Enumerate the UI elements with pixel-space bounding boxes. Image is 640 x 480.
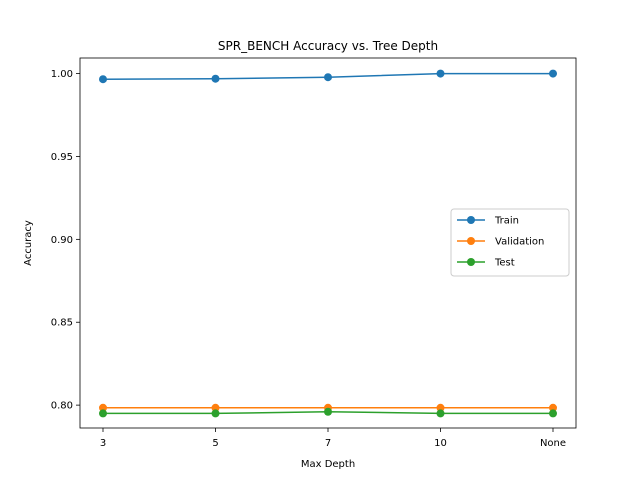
data-point-validation <box>99 403 107 412</box>
y-tick-label: 0.85 <box>51 318 73 329</box>
y-axis-label: Accuracy <box>23 220 34 266</box>
plot-area <box>99 69 557 418</box>
data-point-test <box>436 409 445 418</box>
chart-title: SPR_BENCH Accuracy vs. Tree Depth <box>218 39 438 53</box>
y-tick-label: 0.95 <box>51 152 73 163</box>
data-point-train <box>324 73 332 82</box>
x-tick-label: 10 <box>434 438 447 449</box>
x-axis: 3 5 7 10 None <box>100 428 566 449</box>
y-tick-label: 1.00 <box>51 69 73 80</box>
legend-label-validation: Validation <box>495 237 544 248</box>
data-point-test <box>211 409 220 418</box>
x-tick-label: 5 <box>212 438 218 449</box>
legend-label-train: Train <box>494 216 519 227</box>
data-point-train <box>99 75 107 84</box>
y-tick-label: 0.90 <box>51 235 73 246</box>
y-tick-label: 0.80 <box>51 401 73 412</box>
legend-label-test: Test <box>494 258 515 269</box>
data-point-train <box>549 69 557 78</box>
legend: Train Validation Test <box>450 208 570 277</box>
x-tick-label: 7 <box>325 438 331 449</box>
data-point-validation <box>436 403 445 412</box>
x-tick-label: None <box>540 438 566 449</box>
x-tick-label: 3 <box>100 438 106 449</box>
x-axis-label: Max Depth <box>301 459 355 470</box>
data-point-train <box>211 74 220 83</box>
legend-marker-validation <box>467 237 475 245</box>
data-point-train <box>436 69 445 78</box>
data-point-validation <box>549 403 557 412</box>
data-point-test <box>549 409 557 418</box>
data-point-test <box>324 407 332 416</box>
legend-marker-train <box>467 216 475 224</box>
data-point-validation <box>211 403 220 412</box>
y-axis: 0.80 0.85 0.90 0.95 1.00 <box>51 69 80 412</box>
legend-box <box>450 208 570 277</box>
legend-marker-test <box>467 258 475 266</box>
data-point-test <box>99 409 107 418</box>
